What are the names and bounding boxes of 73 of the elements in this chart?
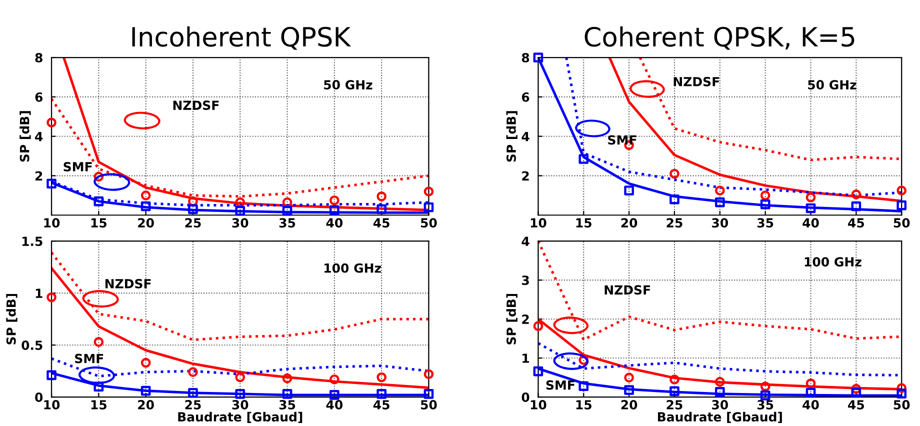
annotation: 50 GHz — [324, 80, 372, 90]
x-axis-title: Baudrate [Gbaud] — [658, 412, 782, 424]
x-tick-label: 10 — [530, 218, 546, 228]
y-tick-label: 4 — [522, 236, 530, 246]
x-tick-label: 35 — [757, 218, 774, 228]
y-tick-label: 2 — [522, 314, 529, 324]
chart-title: Coherent QPSK, K=5 — [584, 26, 854, 50]
y-tick-label: 1 — [522, 354, 530, 363]
y-tick-label: 1 — [36, 288, 42, 298]
x-tick-label: 30 — [712, 400, 728, 410]
y-tick-label: 2 — [35, 171, 42, 180]
x-tick-label: 25 — [185, 218, 201, 228]
x-tick-label: 20 — [138, 218, 154, 228]
x-tick-label: 25 — [666, 400, 682, 410]
y-tick-label: 8 — [522, 52, 530, 62]
x-tick-label: 40 — [326, 400, 343, 410]
y-tick-label: 0 — [522, 392, 530, 402]
x-tick-label: 50 — [894, 400, 910, 410]
y-tick-label: 8 — [35, 52, 42, 62]
y-axis-title: SP [dB] — [6, 294, 18, 344]
annotation: 50 GHz — [808, 80, 856, 90]
annotation: 100 GHz — [804, 257, 862, 267]
x-tick-label: 45 — [373, 400, 390, 410]
annotation: SMF — [608, 135, 636, 145]
x-axis-title: Baudrate [Gbaud] — [178, 412, 302, 424]
x-tick-label: 40 — [326, 218, 343, 228]
x-tick-label: 40 — [802, 400, 819, 410]
x-tick-label: 35 — [279, 400, 296, 410]
y-tick-label: 6 — [522, 92, 530, 102]
x-tick-label: 40 — [802, 218, 819, 228]
x-tick-label: 10 — [44, 400, 60, 410]
y-tick-label: 4 — [522, 132, 530, 142]
x-tick-label: 45 — [848, 400, 864, 410]
x-tick-label: 50 — [420, 218, 437, 228]
y-axis-title: SP [dB] — [506, 111, 518, 162]
y-tick-label: 3 — [522, 276, 529, 286]
x-tick-label: 20 — [138, 400, 154, 410]
x-tick-label: 10 — [530, 400, 546, 410]
x-tick-label: 50 — [894, 218, 910, 228]
annotation: SMF — [64, 162, 92, 172]
annotation: SMF — [75, 354, 104, 364]
y-axis-title: SP [dB] — [506, 294, 518, 344]
chart-title: Incoherent QPSK — [132, 26, 352, 50]
x-tick-label: 15 — [91, 218, 106, 228]
x-tick-label: 20 — [621, 218, 638, 228]
y-tick-label: 0.5 — [22, 340, 42, 350]
annotation: NZDSF — [604, 285, 650, 295]
x-tick-label: 30 — [232, 400, 248, 410]
x-tick-label: 45 — [848, 218, 864, 228]
x-tick-label: 45 — [373, 218, 390, 228]
y-tick-label: 0 — [35, 392, 43, 402]
x-tick-label: 35 — [279, 218, 296, 228]
x-tick-label: 15 — [576, 400, 592, 410]
x-tick-label: 50 — [420, 400, 437, 410]
x-tick-label: 30 — [712, 218, 728, 228]
y-tick-label: 2 — [522, 171, 529, 180]
y-axis-title: SP [dB] — [20, 111, 31, 162]
annotation: 100 GHz — [324, 263, 381, 273]
annotation: NZDSF — [173, 100, 219, 110]
y-tick-label: 4 — [35, 132, 43, 142]
annotation: NZDSF — [105, 278, 151, 288]
x-tick-label: 15 — [91, 400, 106, 410]
x-tick-label: 30 — [232, 218, 248, 228]
x-tick-label: 10 — [44, 218, 60, 228]
x-tick-label: 35 — [757, 400, 774, 410]
annotation: NZDSF — [674, 76, 720, 86]
x-tick-label: 25 — [185, 400, 201, 410]
y-tick-label: 1.5 — [22, 236, 42, 246]
x-tick-label: 25 — [666, 218, 682, 228]
x-tick-label: 20 — [621, 400, 638, 410]
x-tick-label: 15 — [576, 218, 592, 228]
annotation: SMF — [546, 380, 574, 390]
y-tick-label: 6 — [35, 92, 43, 102]
